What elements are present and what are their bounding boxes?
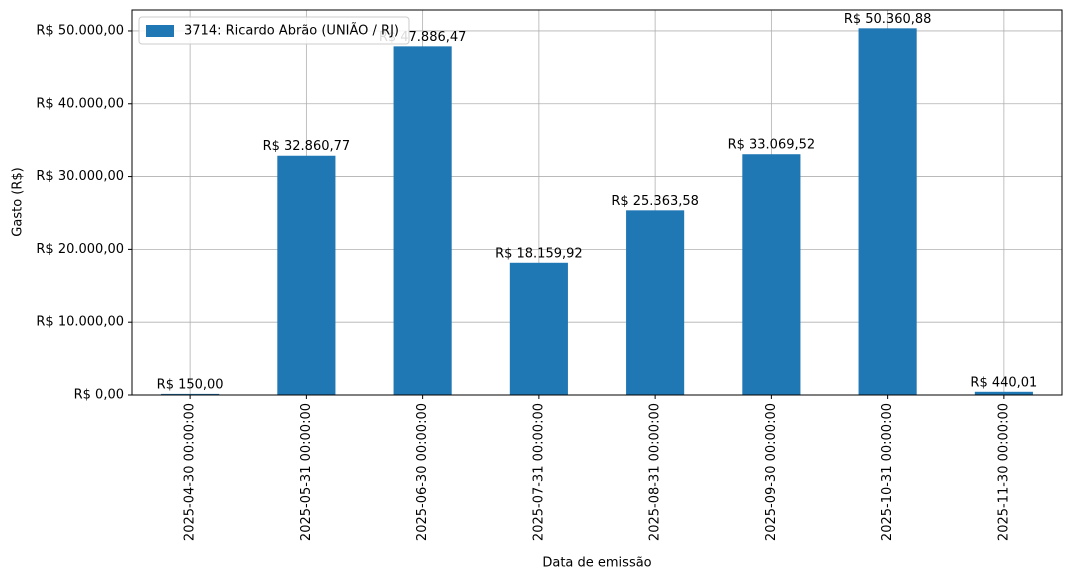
- y-tick-label: R$ 30.000,00: [36, 169, 124, 184]
- y-tick-label: R$ 0,00: [74, 388, 124, 403]
- bar: [858, 28, 917, 395]
- plot-frame: [131, 9, 1063, 396]
- x-axis-label: Data de emissão: [542, 556, 651, 571]
- bar: [626, 210, 685, 395]
- value-label: R$ 32.860,77: [263, 139, 351, 154]
- value-label: R$ 150,00: [157, 377, 224, 392]
- x-tick-label: 2025-09-30 00:00:00: [764, 403, 779, 541]
- bar: [277, 155, 336, 395]
- value-label: R$ 33.069,52: [728, 138, 816, 153]
- x-tick-label: 2025-07-31 00:00:00: [531, 403, 546, 541]
- x-tick-label: 2025-11-30 00:00:00: [996, 403, 1011, 541]
- bar: [974, 391, 1033, 395]
- bar: [509, 262, 568, 395]
- legend-label: 3714: Ricardo Abrão (UNIÃO / RJ): [184, 23, 399, 39]
- y-tick-label: R$ 40.000,00: [36, 96, 124, 111]
- value-label: R$ 50.360,88: [844, 12, 932, 27]
- x-tick-label: 2025-10-31 00:00:00: [880, 403, 895, 541]
- y-tick-label: R$ 10.000,00: [36, 315, 124, 330]
- legend-box: [138, 16, 410, 45]
- x-tick-label: 2025-05-31 00:00:00: [299, 403, 314, 541]
- x-tick-label: 2025-06-30 00:00:00: [415, 403, 430, 541]
- value-label: R$ 440,01: [970, 375, 1037, 390]
- y-tick-label: R$ 50.000,00: [36, 23, 124, 38]
- legend-swatch: [146, 25, 174, 37]
- value-label: R$ 18.159,92: [495, 246, 583, 261]
- x-tick-label: 2025-04-30 00:00:00: [183, 403, 198, 541]
- x-tick-label: 2025-08-31 00:00:00: [648, 403, 663, 541]
- bar: [393, 46, 452, 396]
- y-tick-label: R$ 20.000,00: [36, 242, 124, 257]
- value-label: R$ 25.363,58: [611, 194, 699, 209]
- bar: [161, 393, 220, 395]
- y-axis-label: Gasto (R$): [11, 167, 26, 236]
- bar: [742, 154, 801, 395]
